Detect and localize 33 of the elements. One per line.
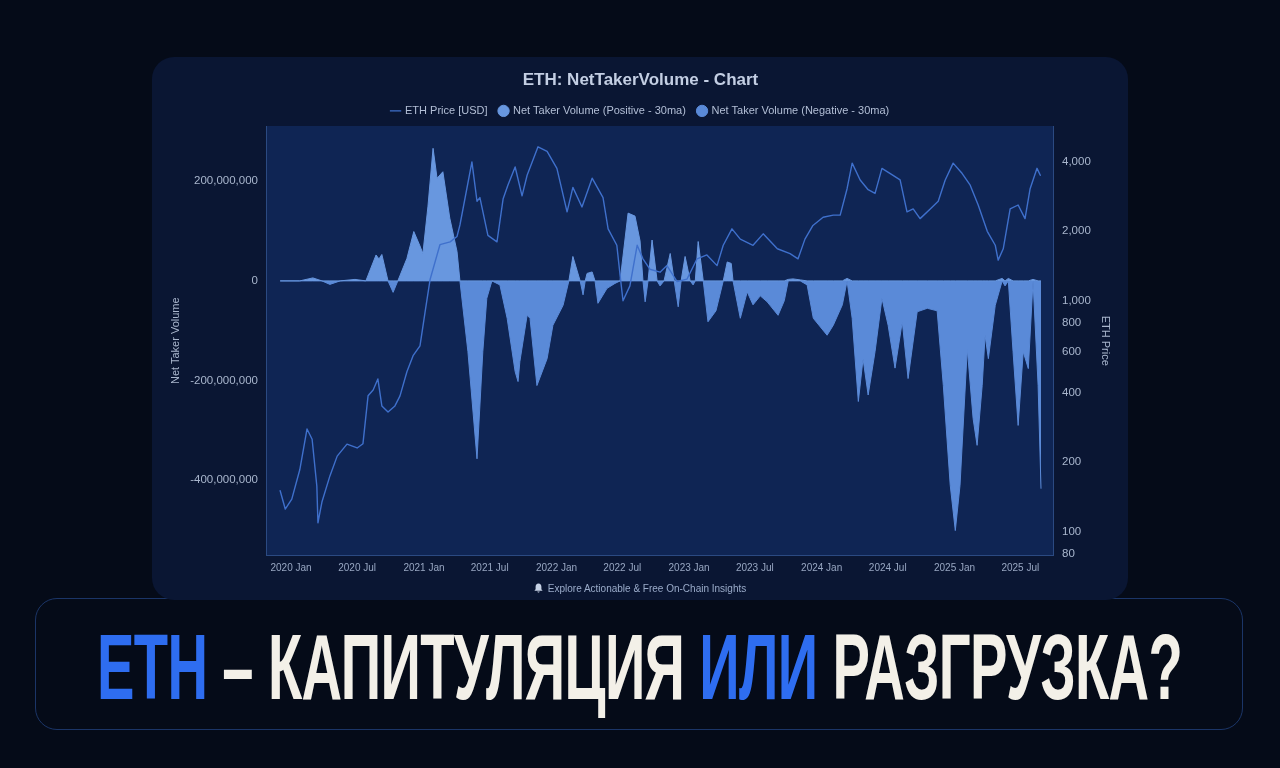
- legend-label: Net Taker Volume (Positive - 30ma): [513, 103, 686, 116]
- y2-tick-label: 1,000: [1062, 293, 1091, 306]
- y-tick-label: 0: [251, 274, 258, 287]
- y-axis-title: Net Taker Volume: [168, 297, 181, 385]
- x-tick-label: 2024 Jul: [868, 561, 907, 573]
- y-tick-label: 200,000,000: [194, 174, 258, 187]
- x-tick-label: 2022 Jan: [535, 561, 578, 573]
- y2-tick-label: 400: [1062, 385, 1082, 398]
- x-tick-label: 2020 Jan: [270, 561, 312, 573]
- y2-tick-label: 4,000: [1062, 155, 1091, 168]
- x-tick-label: 2025 Jul: [1001, 561, 1040, 573]
- x-tick-label: 2020 Jul: [338, 561, 377, 573]
- x-tick-label: 2024 Jan: [801, 561, 843, 573]
- y2-tick-label: 800: [1062, 316, 1082, 329]
- legend-label: ETH Price [USD]: [405, 103, 488, 116]
- x-tick-label: 2021 Jan: [403, 561, 445, 573]
- y2-tick-label: 2,000: [1062, 224, 1091, 237]
- text: ETH – КАПИТУЛЯЦИЯ ИЛИ РАЗГРУЗКА?: [97, 616, 1183, 718]
- y2-tick-label: 100: [1062, 524, 1082, 537]
- y2-tick-label: 200: [1062, 455, 1082, 468]
- y2-axis-title: ETH Price: [1100, 315, 1113, 366]
- chart-title: ETH: NetTakerVolume - Chart: [522, 69, 759, 89]
- text: Explore Actionable & Free On-Chain Insights: [547, 582, 747, 594]
- y-tick-label: -200,000,000: [190, 373, 258, 386]
- x-tick-label: 2023 Jul: [735, 561, 774, 573]
- y2-tick-label: 80: [1062, 546, 1075, 559]
- x-tick-label: 2022 Jul: [603, 561, 642, 573]
- legend-label: Net Taker Volume (Negative - 30ma): [711, 103, 890, 116]
- y-tick-label: -400,000,000: [190, 473, 258, 486]
- x-tick-label: 2021 Jul: [470, 561, 509, 573]
- x-tick-label: 2025 Jan: [934, 561, 976, 573]
- y2-tick-label: 600: [1062, 345, 1082, 358]
- x-tick-label: 2023 Jan: [668, 561, 710, 573]
